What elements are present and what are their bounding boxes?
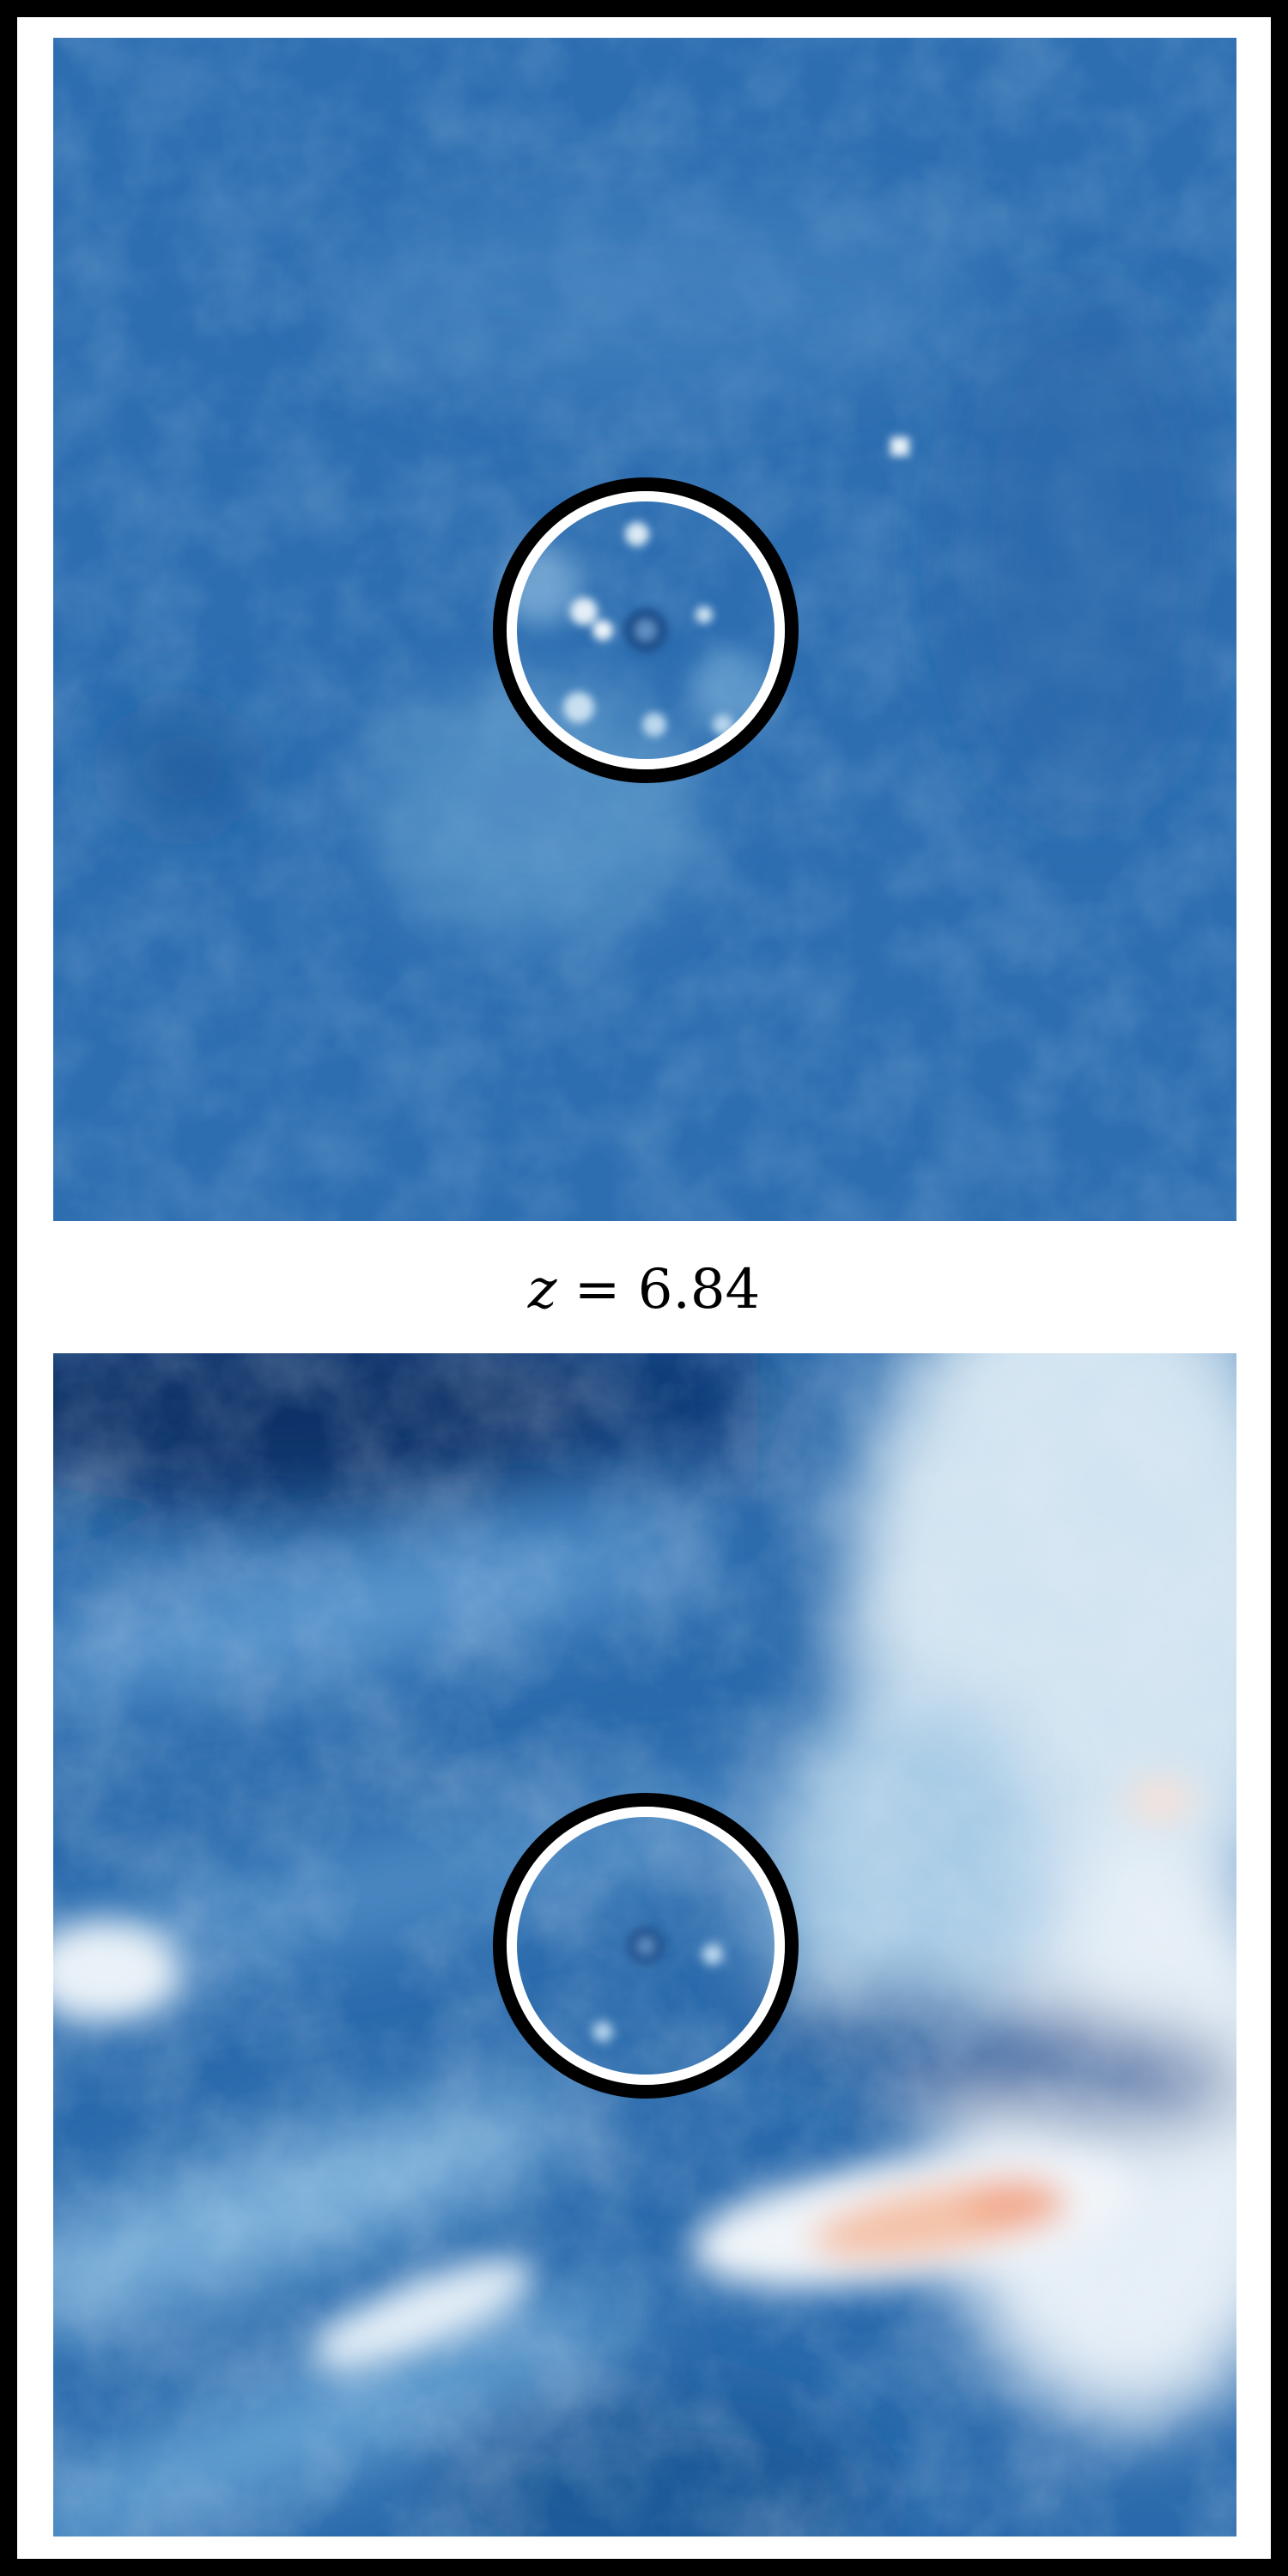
redshift-variable: z	[527, 1258, 557, 1321]
redshift-value: 6.84	[637, 1258, 761, 1321]
halo-ring-outer	[493, 477, 799, 783]
map-panel-bottom	[53, 1353, 1236, 2537]
halo-ring-inner	[507, 1807, 785, 2085]
bottom-map-image	[53, 1353, 1236, 2537]
halo-ring-inner	[507, 491, 785, 769]
redshift-label: z = 6.84	[17, 1258, 1271, 1321]
halo-ring-outer	[493, 1793, 799, 2099]
redshift-relation: =	[574, 1258, 621, 1321]
map-panel-top	[53, 38, 1236, 1221]
figure-frame: z = 6.84	[17, 17, 1271, 2559]
top-map-image	[53, 38, 1236, 1221]
